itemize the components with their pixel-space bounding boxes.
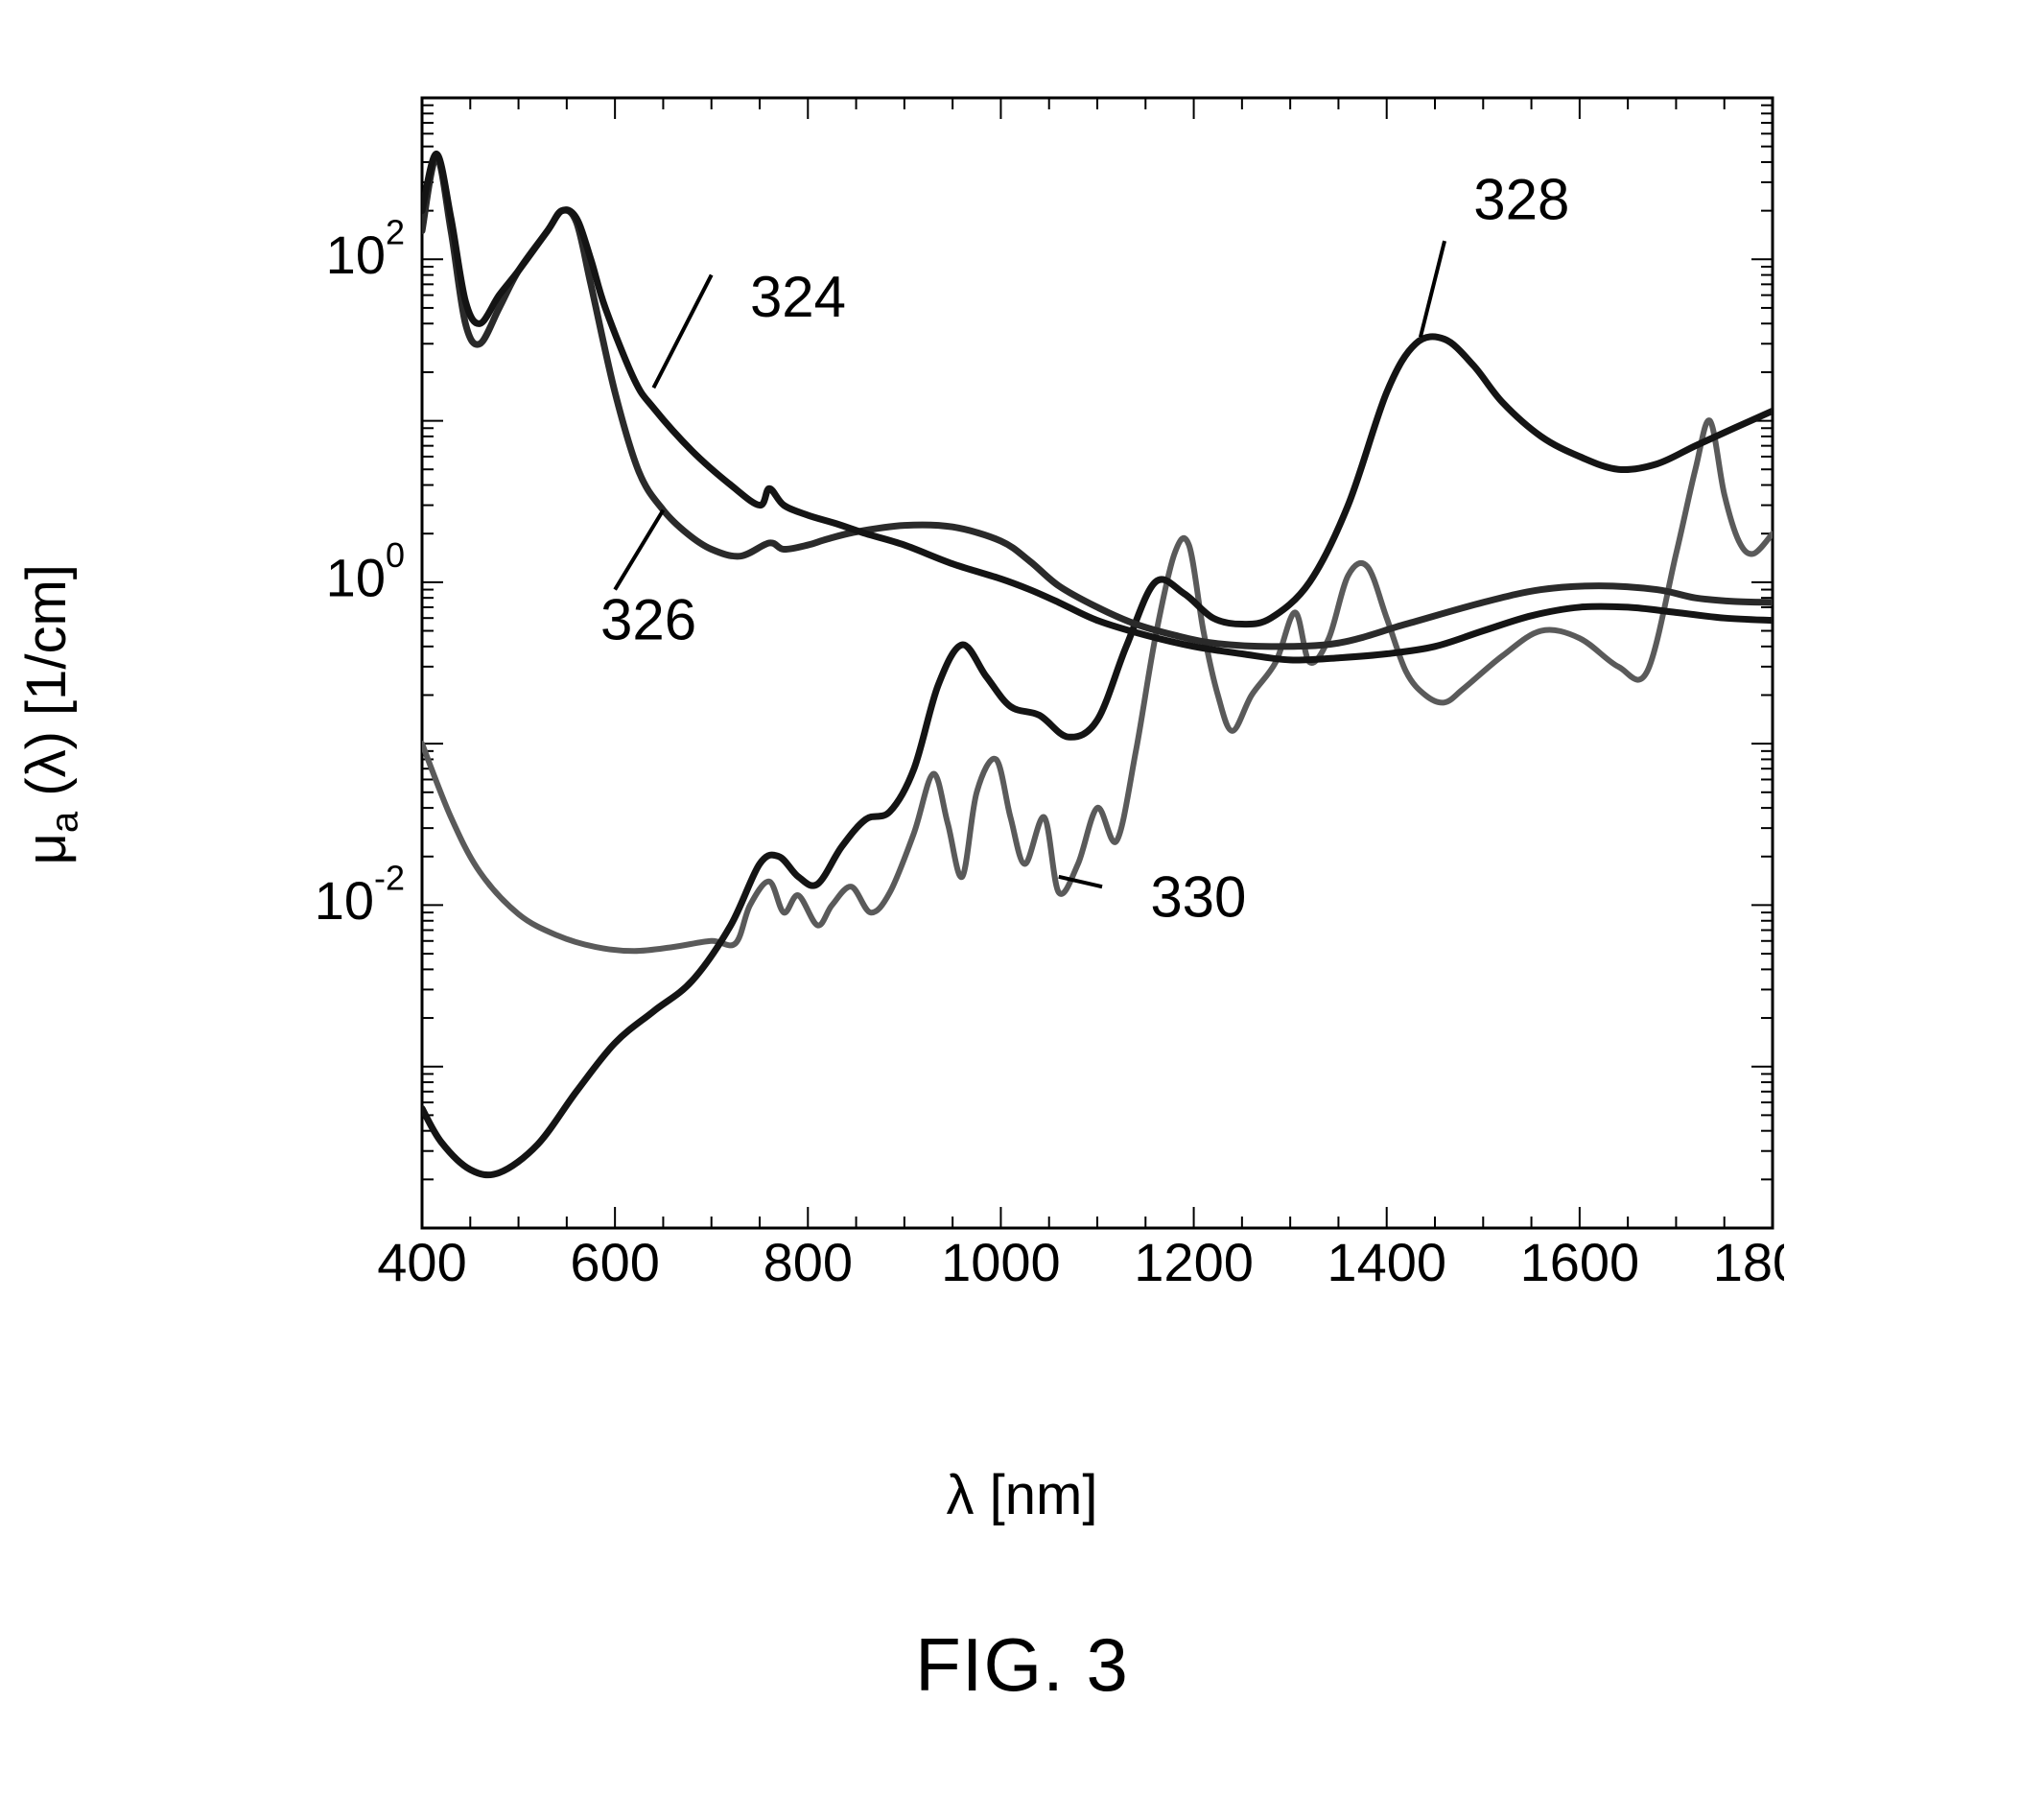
y-tick-label: 10-2 xyxy=(315,858,405,931)
x-tick-label: 1800 xyxy=(1713,1232,1784,1292)
figure-caption: FIG. 3 xyxy=(0,1621,2044,1709)
x-tick-label: 400 xyxy=(377,1232,466,1292)
x-tick-label: 600 xyxy=(570,1232,659,1292)
y-tick-label: 102 xyxy=(326,212,405,285)
y-axis-label-container: μa (λ) [1/cm] xyxy=(27,96,75,1334)
annotation-label-326: 326 xyxy=(600,587,696,651)
plot-frame xyxy=(422,98,1773,1228)
x-tick-label: 800 xyxy=(764,1232,853,1292)
x-tick-label: 1400 xyxy=(1327,1232,1446,1292)
x-tick-label: 1000 xyxy=(941,1232,1061,1292)
x-tick-label: 1200 xyxy=(1134,1232,1254,1292)
annotation-leader-330 xyxy=(1059,877,1102,886)
annotation-leader-324 xyxy=(653,275,711,389)
absorption-spectra-chart: 400 600 800 1000 1200 1400 1600 1800 10-2 100 102 3… xyxy=(249,86,1784,1324)
annotation-label-330: 330 xyxy=(1150,865,1246,930)
x-tick-label: 1600 xyxy=(1520,1232,1640,1292)
annotation-label-324: 324 xyxy=(750,265,846,329)
annotation-leader-328 xyxy=(1421,241,1445,337)
annotation-label-328: 328 xyxy=(1473,168,1569,232)
series-328 xyxy=(422,337,1773,1175)
y-axis-label: μa (λ) [1/cm] xyxy=(14,564,87,864)
y-tick-label: 100 xyxy=(326,534,405,607)
chart-area: 400 600 800 1000 1200 1400 1600 1800 10-2 100 102 3… xyxy=(249,86,1784,1324)
annotation-leader-326 xyxy=(615,510,663,590)
figure-page: μa (λ) [1/cm] 400 600 800 1000 1200 1400 1600 1… xyxy=(0,0,2044,1796)
series-330 xyxy=(422,420,1773,951)
x-axis-label: λ [nm] xyxy=(0,1463,2044,1527)
